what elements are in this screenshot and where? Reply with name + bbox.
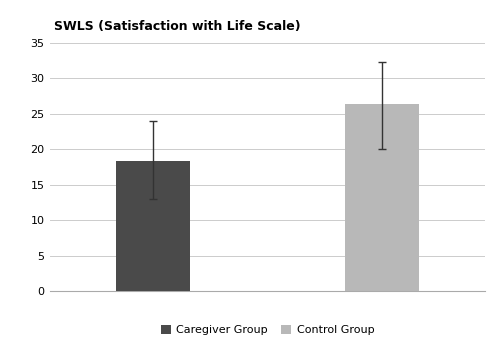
Bar (116, 161, 190, 291)
Bar (346, 104, 418, 291)
Text: SWLS (Satisfaction with Life Scale): SWLS (Satisfaction with Life Scale) (54, 20, 301, 33)
Legend: Caregiver Group, Control Group: Caregiver Group, Control Group (160, 325, 374, 335)
